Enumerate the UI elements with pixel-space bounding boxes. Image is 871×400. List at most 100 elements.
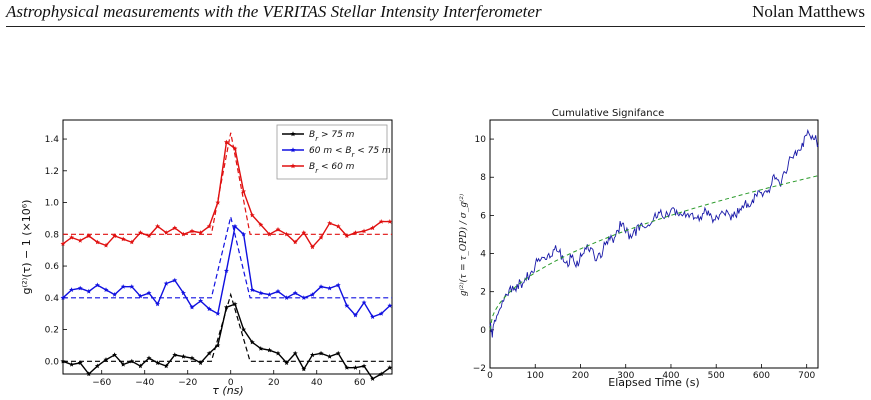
left-data-point	[189, 355, 195, 361]
left-data-point	[60, 295, 66, 300]
left-data-point	[206, 306, 212, 311]
left-data-point	[198, 360, 204, 365]
left-data-point	[327, 285, 333, 291]
left-chart: −60 −40 −20 0 20 40 60 0.0 0.2 0.4 0.6 0.8 1.0 1.2 1.…	[20, 119, 393, 397]
left-data-point	[163, 363, 169, 369]
left-data-point	[353, 365, 358, 370]
left-data-point	[301, 366, 307, 372]
left-data-point	[344, 365, 350, 370]
left-data-point	[60, 241, 66, 246]
left-data-point	[137, 363, 143, 369]
left-data-point	[310, 244, 315, 250]
left-data-point	[120, 361, 126, 367]
left-data-point	[232, 223, 238, 229]
left-data-point	[267, 292, 272, 297]
left-data-point	[120, 284, 126, 289]
left-data-point	[172, 277, 178, 283]
right-plot-frame	[489, 119, 819, 369]
left-data-point	[310, 352, 315, 358]
left-x-tick-label: 60	[354, 378, 366, 388]
left-data-point	[258, 290, 264, 296]
left-data-point	[241, 188, 247, 194]
left-data-point	[86, 371, 92, 377]
left-data-point	[275, 288, 281, 294]
left-y-axis-label: g⁽²⁾(τ) − 1 (×10⁶)	[20, 200, 33, 295]
left-data-point	[163, 280, 169, 286]
left-x-tick-label: 20	[268, 378, 280, 388]
left-data-point	[120, 236, 126, 242]
left-data-point	[129, 284, 135, 289]
left-data-point	[215, 311, 221, 316]
left-model-curve	[63, 292, 392, 362]
cumulative-significance-line	[489, 128, 819, 338]
left-x-tick-label: 0	[228, 378, 234, 388]
left-data-point	[172, 352, 178, 358]
sqrt-fit-line	[489, 175, 819, 330]
left-data-point	[146, 290, 152, 296]
left-data-point	[249, 212, 255, 218]
left-data-point	[344, 233, 350, 238]
left-data-point	[103, 242, 109, 248]
right-x-tick-label: 100	[527, 371, 544, 381]
left-data-point	[258, 222, 264, 227]
left-data-point	[215, 199, 221, 205]
left-data-point	[370, 314, 376, 319]
left-data-point	[275, 226, 281, 232]
left-y-tick-label: 1.0	[45, 199, 60, 209]
left-x-tick-label: −40	[135, 378, 154, 388]
left-y-tick-label: 1.4	[45, 135, 60, 145]
left-data-point	[387, 219, 393, 224]
right-x-tick-label: 0	[487, 371, 493, 381]
left-series	[60, 139, 393, 381]
legend-marker	[290, 147, 296, 153]
left-y-tick-label: 0.8	[45, 230, 60, 240]
left-data-point	[77, 285, 83, 291]
left-data-point	[378, 219, 384, 224]
left-data-point	[180, 353, 186, 359]
left-y-tick-label: 0.0	[45, 357, 60, 367]
left-data-point	[378, 371, 384, 377]
left-data-point	[241, 326, 247, 332]
left-data-point	[318, 234, 324, 240]
left-data-point	[206, 350, 212, 356]
left-x-tick-label: −60	[92, 378, 111, 388]
left-data-point	[69, 361, 75, 367]
right-x-tick-label: 700	[798, 371, 815, 381]
left-data-point	[215, 342, 221, 348]
running-header-author: Nolan Matthews	[752, 2, 865, 21]
left-data-point	[232, 146, 238, 151]
left-data-point	[292, 350, 298, 356]
left-data-point	[163, 230, 169, 235]
left-data-point	[189, 228, 195, 234]
left-y-tick-label: 0.4	[45, 294, 60, 304]
left-data-point	[267, 231, 272, 237]
left-data-point	[198, 298, 204, 304]
left-data-point	[112, 233, 118, 238]
left-plot-frame	[62, 119, 393, 375]
right-x-tick-label: 200	[572, 371, 589, 381]
right-x-tick-label: 400	[662, 371, 679, 381]
left-data-point	[69, 287, 75, 292]
left-data-point	[224, 268, 229, 273]
left-y-tick-label: 1.2	[45, 167, 59, 177]
left-data-point	[378, 311, 384, 316]
left-data-point	[361, 300, 367, 305]
left-data-point	[301, 230, 307, 235]
right-y-tick-label: 0	[480, 326, 486, 336]
left-data-point	[206, 223, 212, 229]
left-data-point	[310, 292, 315, 297]
left-data-point	[77, 360, 83, 365]
left-data-point	[129, 239, 135, 245]
left-model-curve	[63, 216, 392, 299]
left-data-point	[86, 288, 92, 294]
right-chart-title: Cumulative Signifance	[552, 108, 664, 119]
left-data-point	[335, 223, 341, 229]
left-data-point	[284, 231, 290, 237]
left-data-point	[155, 301, 161, 307]
left-data-point	[189, 304, 195, 310]
right-x-tick-label: 600	[753, 371, 770, 381]
left-data-point	[112, 292, 118, 297]
legend-entry-label: Br > 75 m	[309, 130, 355, 143]
right-chart: Cumulative Signifance 0 100 200 300 400 500 60…	[458, 108, 819, 389]
right-x-tick-label: 500	[708, 371, 725, 381]
